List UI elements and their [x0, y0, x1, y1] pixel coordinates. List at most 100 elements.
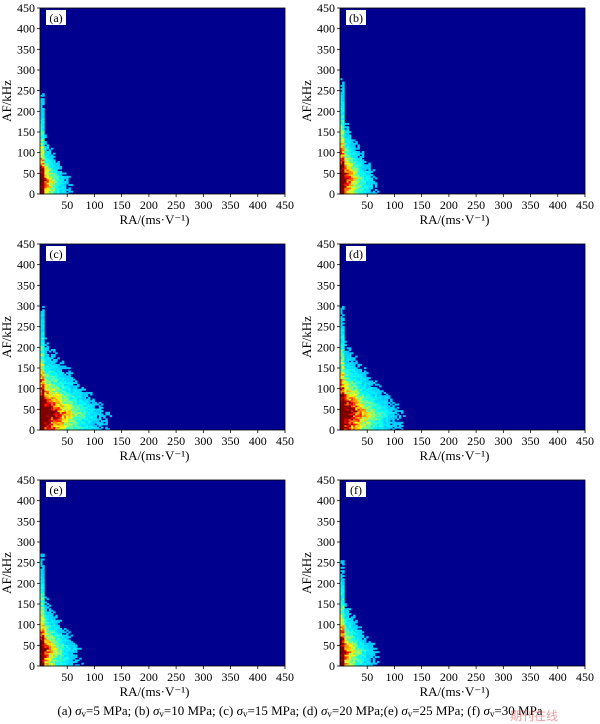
density-cell	[353, 182, 356, 185]
y-tick-label: 300	[317, 299, 335, 313]
density-cell	[44, 428, 47, 431]
density-cell	[63, 420, 67, 423]
density-cell	[366, 398, 369, 401]
density-cell	[348, 608, 352, 611]
density-cell	[50, 192, 54, 195]
density-cell	[40, 362, 43, 365]
density-cell	[340, 560, 343, 563]
density-cell	[346, 624, 350, 627]
density-cell	[355, 420, 358, 423]
density-cell	[348, 159, 352, 162]
density-cell	[359, 378, 363, 381]
density-cell	[68, 405, 71, 408]
density-cell	[348, 639, 352, 642]
density-cell	[342, 345, 345, 348]
density-cell	[340, 378, 343, 381]
density-cell	[44, 184, 47, 187]
density-cell	[42, 174, 45, 177]
density-cell	[361, 634, 365, 637]
density-cell	[340, 170, 343, 173]
density-cell	[342, 116, 345, 119]
density-cell	[390, 415, 393, 418]
density-cell	[40, 367, 43, 370]
density-cell	[61, 406, 65, 409]
density-cell	[350, 184, 354, 187]
density-cell	[342, 127, 345, 130]
density-cell	[85, 411, 89, 414]
density-cell	[70, 642, 73, 645]
density-cell	[357, 420, 360, 423]
density-cell	[61, 375, 65, 378]
density-cell	[377, 418, 380, 421]
density-cell	[44, 406, 47, 409]
density-cell	[392, 405, 395, 408]
density-cell	[59, 423, 63, 426]
density-cell	[40, 568, 43, 571]
x-tick-label: 350	[522, 670, 540, 684]
density-cells	[340, 78, 380, 195]
density-cell	[342, 626, 345, 629]
density-cell	[368, 189, 371, 191]
density-cell	[370, 192, 373, 195]
density-cell	[342, 591, 345, 594]
density-cell	[79, 411, 82, 414]
y-tick-label: 150	[317, 125, 335, 139]
density-cell	[74, 385, 78, 388]
density-cell	[363, 651, 367, 654]
density-cell	[355, 164, 358, 167]
density-cell	[57, 370, 60, 373]
density-cell	[350, 651, 354, 654]
density-cell	[92, 421, 95, 424]
x-tick-label: 100	[385, 198, 403, 212]
density-cell	[42, 373, 45, 376]
density-cell	[357, 413, 360, 416]
density-cell	[77, 426, 80, 429]
density-cell	[377, 410, 380, 413]
density-cell	[385, 398, 389, 401]
density-cell	[44, 639, 47, 642]
density-cell	[42, 184, 45, 187]
density-cell	[350, 416, 354, 419]
density-cell	[42, 319, 45, 322]
density-cell	[340, 370, 343, 373]
density-cell	[355, 657, 358, 660]
density-cell	[63, 654, 67, 657]
density-cell	[353, 367, 356, 370]
density-cell	[83, 418, 87, 421]
density-cell	[383, 426, 387, 429]
density-cell	[340, 662, 343, 665]
density-cell	[350, 662, 354, 665]
density-cell	[359, 165, 363, 168]
density-cell	[361, 657, 365, 660]
density-cell	[79, 395, 82, 398]
density-cell	[72, 405, 76, 408]
density-cell	[390, 418, 393, 421]
density-cell	[61, 378, 65, 381]
density-cell	[53, 350, 56, 353]
density-cell	[377, 428, 380, 431]
density-cell	[355, 641, 358, 644]
density-cell	[42, 623, 45, 625]
density-cell	[61, 393, 65, 396]
density-cell	[340, 129, 343, 132]
density-cell	[342, 184, 345, 187]
density-cell	[342, 581, 345, 584]
density-cell	[50, 656, 54, 659]
density-cell	[361, 174, 365, 177]
density-cell	[344, 382, 347, 384]
density-cell	[368, 390, 371, 393]
density-cell	[377, 405, 380, 408]
density-cell	[340, 644, 343, 647]
density-cell	[346, 353, 350, 356]
density-cell	[48, 609, 52, 612]
density-cell	[340, 618, 343, 620]
density-cell	[355, 162, 358, 165]
density-cell	[342, 358, 345, 361]
density-cell	[61, 642, 65, 645]
density-cell	[348, 155, 352, 158]
y-tick-label: 150	[17, 597, 35, 611]
density-cell	[50, 155, 54, 158]
density-cell	[359, 662, 363, 665]
density-cell	[53, 170, 56, 173]
density-cell	[370, 187, 373, 190]
